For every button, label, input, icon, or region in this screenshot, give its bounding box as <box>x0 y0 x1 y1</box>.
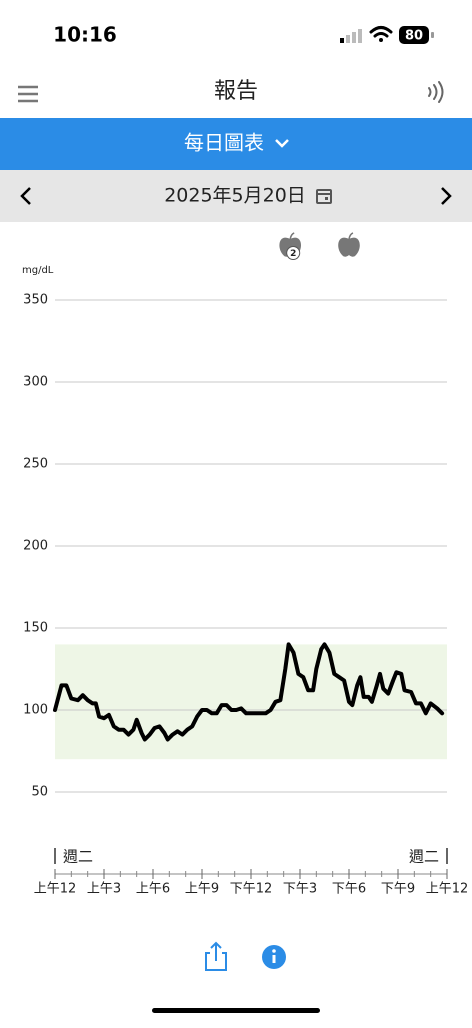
next-day-button[interactable] <box>441 187 452 205</box>
event-badge <box>286 246 301 260</box>
y-tick-label: 350 <box>23 293 48 308</box>
x-tick-label: 上午12 <box>426 882 469 897</box>
status-time: 10:16 <box>53 23 117 47</box>
target-range <box>55 644 447 760</box>
day-label: 週二 <box>63 848 93 866</box>
battery-level: 80 <box>405 29 423 44</box>
event-badge-count: 2 <box>290 249 296 259</box>
day-label: 週二 <box>409 848 439 866</box>
info-button[interactable] <box>262 945 286 969</box>
x-tick-label: 下午3 <box>283 882 317 897</box>
y-tick-label: 100 <box>23 703 48 718</box>
meal-event: 2 <box>279 232 301 260</box>
x-tick-label: 上午3 <box>87 882 121 897</box>
calendar-button[interactable] <box>316 189 332 204</box>
apple-stem <box>289 232 295 240</box>
x-tick-label: 下午9 <box>381 882 415 897</box>
x-tick-label: 上午12 <box>34 882 77 897</box>
scan-button[interactable] <box>428 81 444 103</box>
battery-tip <box>431 32 434 38</box>
y-tick-label: 250 <box>23 457 48 472</box>
y-unit: mg/dL <box>22 265 54 276</box>
glucose-chart: mg/dL 50 100 150 200 250 300 350 上午12 上午3 上午6 上午9 下午… <box>22 232 469 897</box>
share-button[interactable] <box>205 941 227 971</box>
y-tick-label: 50 <box>31 785 48 800</box>
view-selector-bar[interactable] <box>0 118 472 170</box>
y-tick-label: 150 <box>23 621 48 636</box>
x-tick-label: 下午12 <box>230 882 273 897</box>
menu-button[interactable] <box>18 85 38 103</box>
battery-icon <box>399 26 429 44</box>
date-bar <box>0 170 472 222</box>
home-indicator <box>152 1008 320 1013</box>
meal-event <box>338 232 360 257</box>
x-tick-label: 上午6 <box>136 882 170 897</box>
x-tick-label: 下午6 <box>332 882 366 897</box>
signal-icon <box>340 29 362 43</box>
x-tick-label: 上午9 <box>185 882 219 897</box>
view-selector-label[interactable]: 每日圖表 <box>184 131 264 155</box>
apple-icon <box>338 237 360 257</box>
y-tick-label: 300 <box>23 375 48 390</box>
dropdown-chevron[interactable] <box>275 139 289 148</box>
prev-day-button[interactable] <box>20 187 31 205</box>
apple-stem <box>348 232 354 240</box>
y-tick-label: 200 <box>23 539 48 554</box>
header-title: 報告 <box>214 79 258 104</box>
date-label: 2025年5月20日 <box>164 185 306 207</box>
glucose-line <box>53 642 445 742</box>
wifi-icon <box>369 26 393 42</box>
